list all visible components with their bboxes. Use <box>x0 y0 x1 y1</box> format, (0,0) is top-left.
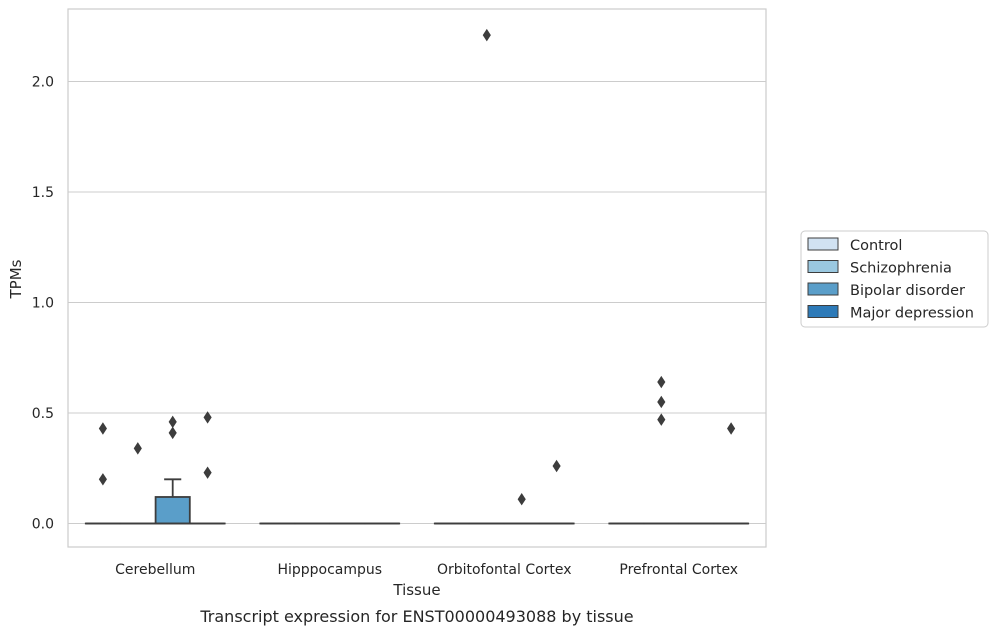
outlier-point <box>552 459 561 473</box>
y-tick-label: 1.0 <box>32 296 54 312</box>
outlier-point <box>98 422 107 435</box>
x-axis-label: Tissue <box>392 581 440 599</box>
outlier-point <box>168 415 177 429</box>
chart-caption: Transcript expression for ENST0000049308… <box>199 607 633 626</box>
y-tick-labels: 0.0 0.5 1.0 1.5 2.0 <box>32 75 54 533</box>
box-body <box>154 496 191 525</box>
legend-label: Major depression <box>850 306 974 322</box>
legend: Control Schizophrenia Bipolar disorder Majo… <box>800 230 989 328</box>
y-tick-label: 0.0 <box>32 517 54 533</box>
outlier-point <box>482 28 491 42</box>
x-tick-labels: Cerebellum Hipppocampus Orbitofontal Corte… <box>115 562 738 578</box>
x-tick-label: Prefrontal Cortex <box>619 562 738 578</box>
legend-frame <box>800 230 989 328</box>
x-tick-label: Cerebellum <box>115 562 195 578</box>
plot-frame <box>67 8 767 548</box>
outlier-point <box>133 442 142 455</box>
outlier-point <box>203 466 212 479</box>
outlier-point <box>203 411 212 424</box>
legend-swatch <box>807 305 839 318</box>
legend-swatch <box>807 282 839 296</box>
y-axis-label: TPMs <box>7 259 25 299</box>
legend-label: Bipolar disorder <box>850 283 965 299</box>
outlier-point <box>657 413 666 426</box>
legend-swatch <box>807 260 839 273</box>
x-tick-label: Hipppocampus <box>277 562 382 578</box>
legend-label: Control <box>850 238 902 254</box>
y-tick-label: 1.5 <box>32 185 54 201</box>
x-tick-label: Orbitofontal Cortex <box>437 562 572 578</box>
outlier-point <box>517 492 526 506</box>
outlier-point <box>657 375 666 389</box>
box-0-2 <box>154 478 191 525</box>
legend-label: Schizophrenia <box>850 261 952 277</box>
outlier-points <box>98 28 736 506</box>
outlier-point <box>657 395 666 409</box>
box-series <box>84 478 750 525</box>
y-tick-label: 2.0 <box>32 75 54 91</box>
outlier-point <box>98 473 107 486</box>
y-tick-label: 0.5 <box>32 406 54 422</box>
legend-swatch <box>807 237 839 251</box>
outlier-point <box>168 426 177 440</box>
outlier-point <box>727 422 736 435</box>
